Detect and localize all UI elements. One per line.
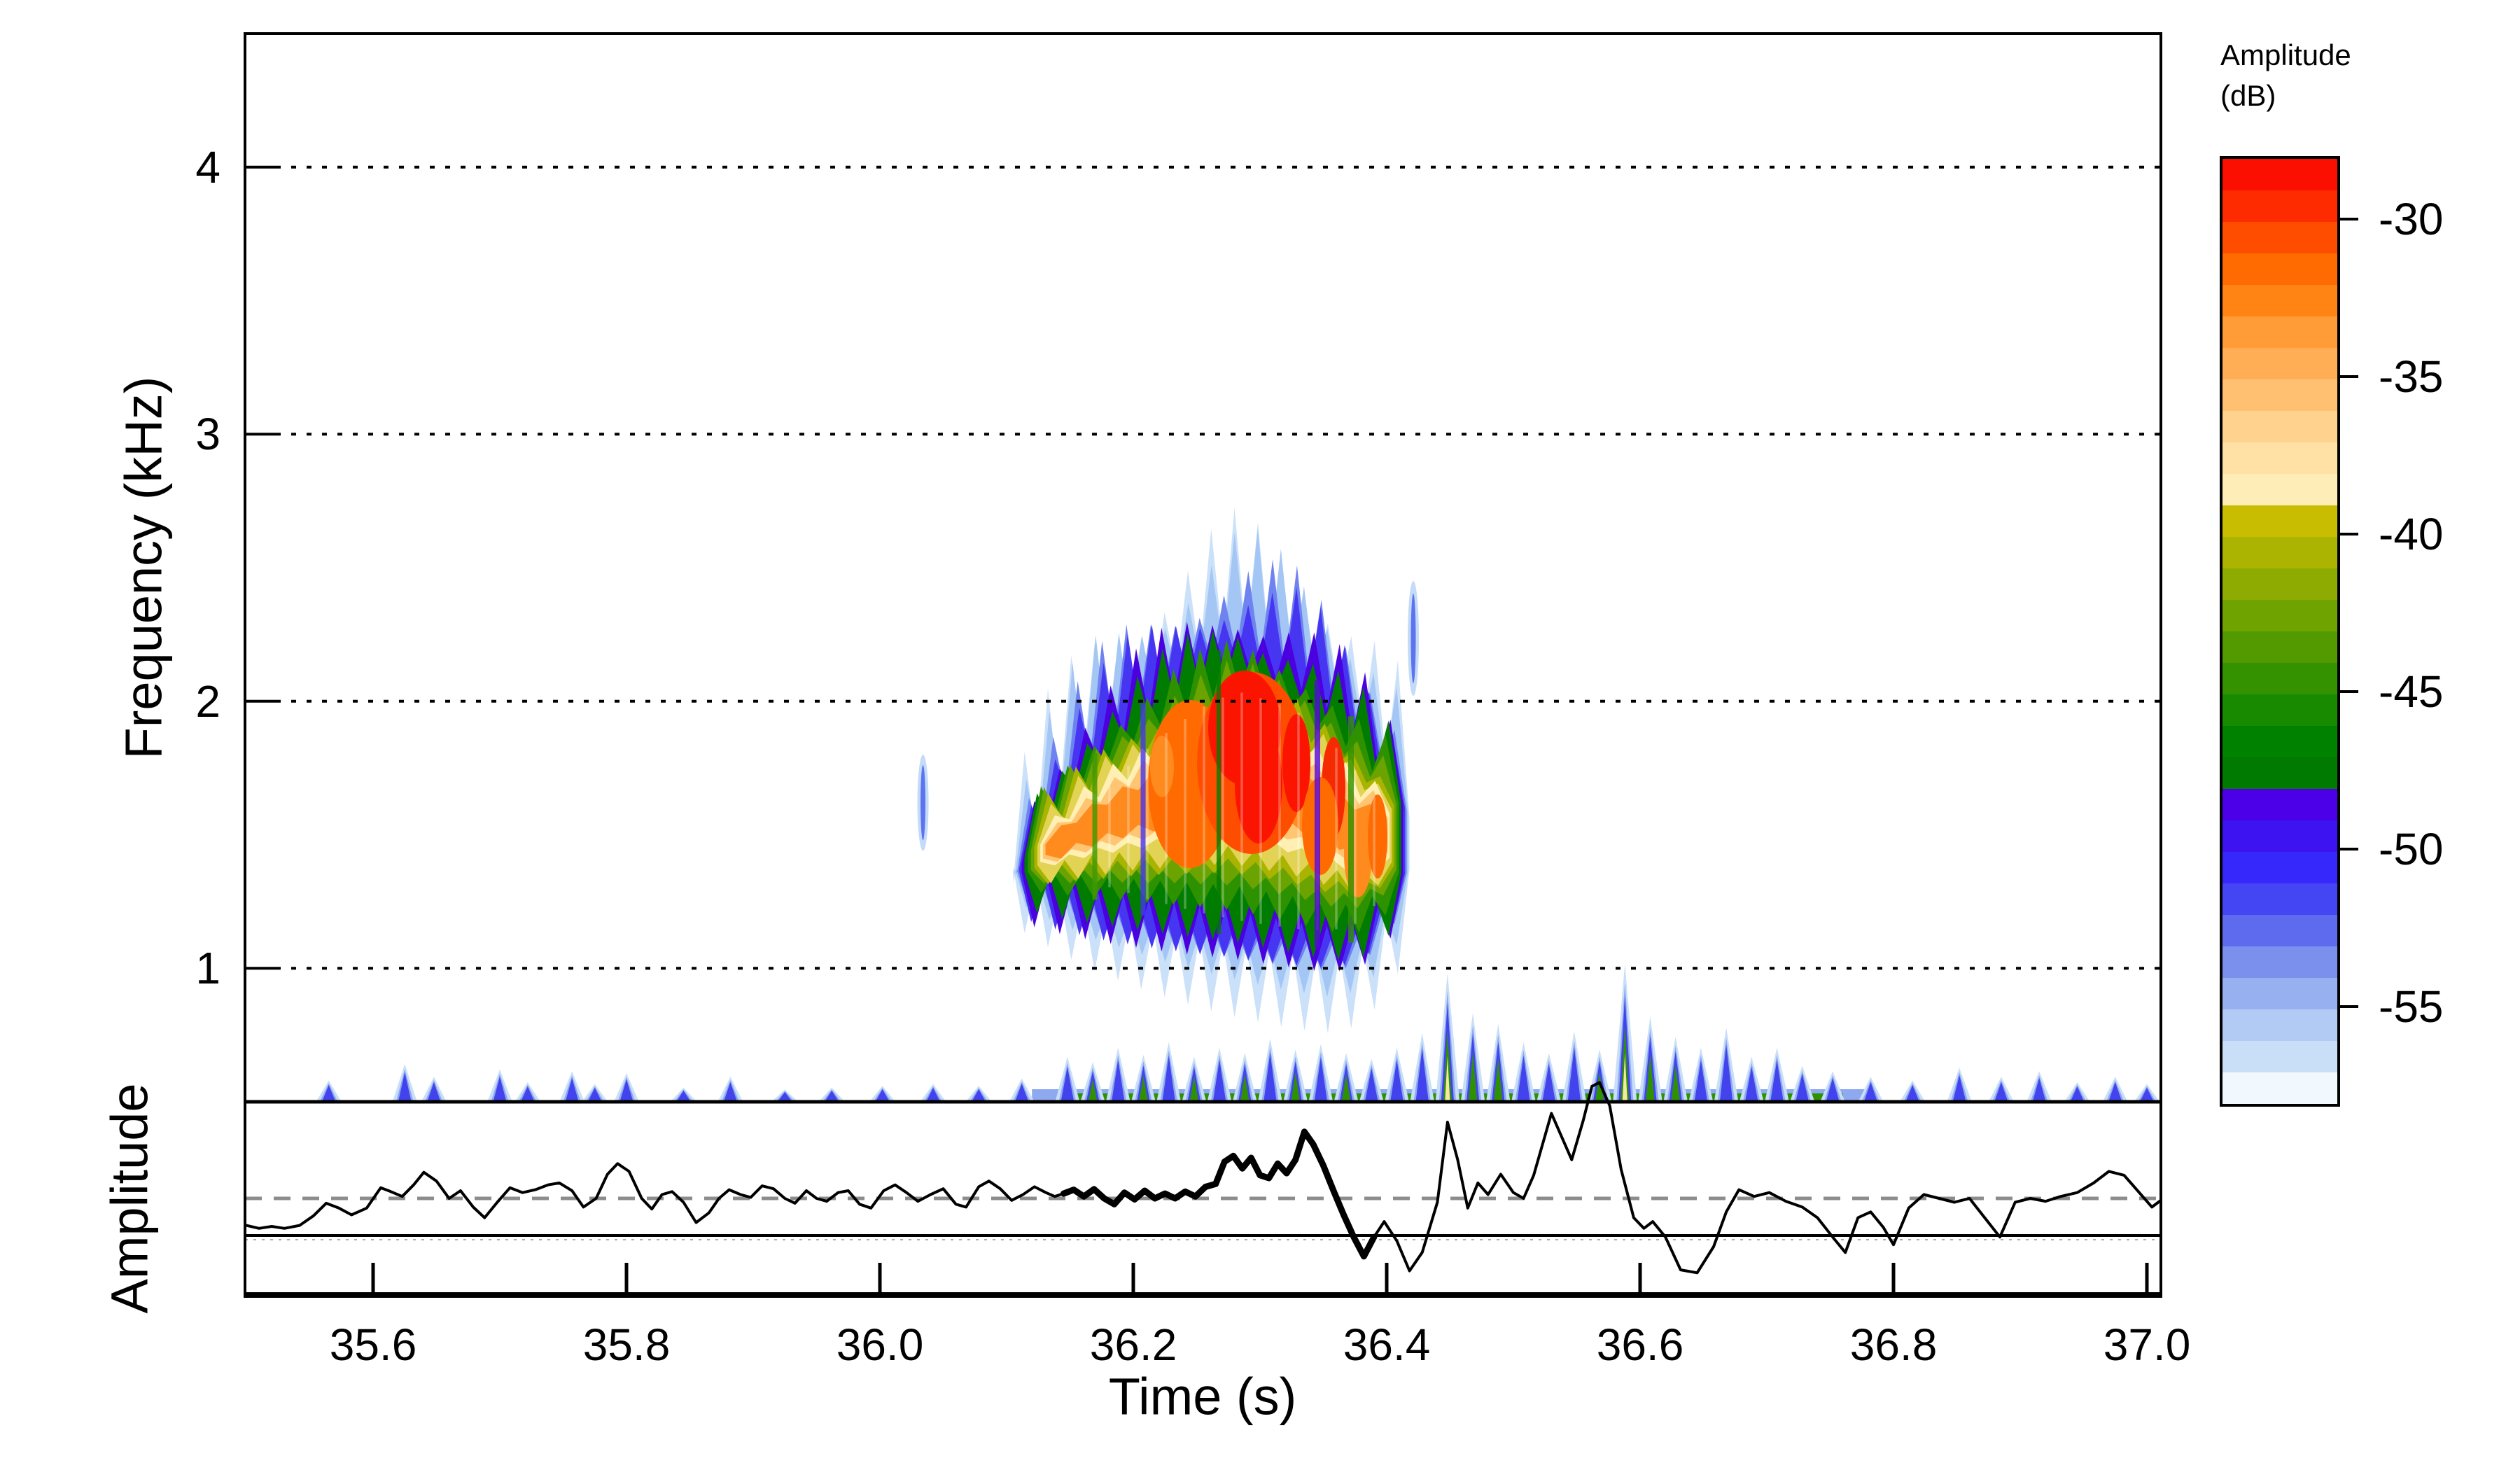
colorbar-band [2222, 820, 2337, 852]
x-tick-label: 36.2 [1089, 1320, 1177, 1370]
colorbar-band [2222, 978, 2337, 1009]
x-tick-label: 37.0 [2103, 1320, 2191, 1370]
colorbar-band [2222, 757, 2337, 789]
spectrogram-noise-band [316, 964, 2159, 1100]
colorbar-band [2222, 285, 2337, 316]
colorbar-tick-label: -50 [2379, 824, 2444, 874]
colorbar-band [2222, 159, 2337, 190]
colorbar-band [2222, 600, 2337, 631]
colorbar-tick [2337, 533, 2358, 536]
colorbar-band [2222, 379, 2337, 411]
colorbar-tick [2337, 690, 2358, 693]
colorbar-band [2222, 1072, 2337, 1104]
x-tick-label: 35.6 [329, 1320, 417, 1370]
colorbar-title: Amplitude (dB) [2220, 38, 2351, 112]
colorbar-band [2222, 568, 2337, 600]
colorbar-band [2222, 946, 2337, 978]
colorbar-tick [2337, 218, 2358, 220]
colorbar-tick-label: -30 [2379, 194, 2444, 244]
x-tick-label: 36.8 [1849, 1320, 1938, 1370]
colorbar-band [2222, 505, 2337, 537]
colorbar-band [2222, 442, 2337, 474]
colorbar-tick [2337, 1005, 2358, 1008]
spectrogram-call-blob [1013, 507, 1410, 1034]
x-tick-label: 36.6 [1596, 1320, 1684, 1370]
y-tick-label: 4 [195, 141, 220, 192]
colorbar-band [2222, 411, 2337, 442]
colorbar-tick [2337, 375, 2358, 378]
colorbar-tick [2337, 848, 2358, 850]
time-axis-title: Time (s) [1108, 1367, 1297, 1426]
colorbar-band [2222, 1009, 2337, 1041]
y-tick-label: 3 [195, 409, 220, 460]
colorbar-band [2222, 915, 2337, 946]
frequency-gridlines [245, 165, 2161, 970]
colorbar-band [2222, 348, 2337, 379]
plot-frame [244, 32, 2162, 1298]
colorbar-band [2222, 789, 2337, 820]
colorbar-band [2222, 537, 2337, 568]
colorbar-band [2222, 253, 2337, 285]
x-tick-label: 36.0 [836, 1320, 924, 1370]
colorbar-tick-label: -35 [2379, 351, 2444, 402]
colorbar-band [2222, 222, 2337, 253]
colorbar-tick-label: -45 [2379, 666, 2444, 717]
colorbar-band [2222, 852, 2337, 883]
colorbar-band [2222, 474, 2337, 505]
y-tick-label: 2 [195, 676, 220, 727]
x-tick-label: 35.8 [582, 1320, 671, 1370]
colorbar-band [2222, 316, 2337, 348]
colorbar-band [2222, 883, 2337, 915]
x-tick-label: 36.4 [1343, 1320, 1431, 1370]
colorbar-band [2222, 190, 2337, 222]
colorbar-band [2222, 694, 2337, 726]
y-tick-label: 1 [195, 943, 220, 994]
spectrogram-slivers [917, 581, 1420, 851]
colorbar [2220, 156, 2340, 1107]
colorbar-band [2222, 631, 2337, 663]
oscillogram-panel [245, 1081, 2161, 1275]
colorbar-tick-label: -40 [2379, 509, 2444, 559]
colorbar-tick-label: -55 [2379, 981, 2444, 1032]
colorbar-band [2222, 1041, 2337, 1072]
colorbar-band [2222, 663, 2337, 694]
colorbar-band [2222, 726, 2337, 757]
amplitude-axis-title: Amplitude [100, 1083, 159, 1314]
